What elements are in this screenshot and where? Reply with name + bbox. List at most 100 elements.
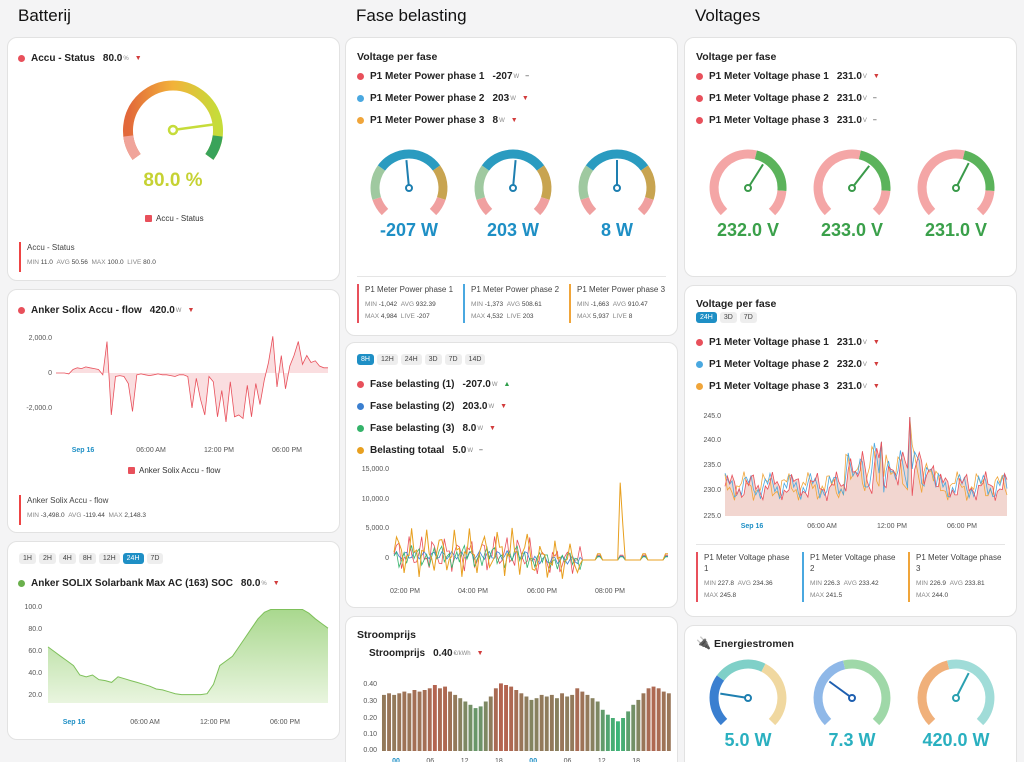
tab-24h[interactable]: 24H bbox=[696, 312, 717, 323]
status-dot bbox=[357, 117, 364, 124]
price-bar bbox=[468, 704, 473, 751]
entity-row[interactable]: Belasting totaal 5.0 W – bbox=[357, 445, 483, 456]
entity-row[interactable]: Fase belasting (1) -207.0 W ▲ bbox=[357, 379, 510, 390]
entity-unit: % bbox=[123, 55, 129, 62]
y-tick: 40.0 bbox=[28, 670, 42, 677]
entity-label: Accu - Status bbox=[31, 53, 95, 64]
trend-icon: ▼ bbox=[872, 383, 880, 390]
entity-row[interactable]: P1 Meter Voltage phase 1 231.0 V ▼ bbox=[696, 337, 880, 348]
legend-swatch bbox=[128, 467, 135, 474]
price-bar bbox=[504, 685, 508, 751]
entity-label: Anker Solix Accu - flow bbox=[31, 305, 142, 316]
x-tick: 18 bbox=[495, 758, 503, 762]
accu-status-card: Accu - Status 80.0% ▼ 80.0 % Accu - Stat… bbox=[7, 37, 340, 281]
tab-24h[interactable]: 24H bbox=[400, 354, 422, 365]
price-bar bbox=[636, 699, 641, 751]
accu-legend[interactable]: Accu - Status bbox=[145, 214, 204, 223]
entity-row[interactable]: P1 Meter Voltage phase 2 231.0 V – bbox=[696, 93, 877, 104]
voltage-history-card: Voltage per fase 24H 3D 7D P1 Meter Volt… bbox=[684, 285, 1017, 617]
price-bar bbox=[616, 721, 620, 751]
tab-12h[interactable]: 12H bbox=[376, 354, 398, 365]
price-bar bbox=[478, 706, 483, 751]
price-bar bbox=[560, 693, 564, 751]
tab-3d[interactable]: 3D bbox=[719, 312, 737, 323]
stat-max: 4,532 bbox=[486, 313, 504, 320]
trend-icon: ▼ bbox=[489, 425, 496, 432]
tab-7d[interactable]: 7D bbox=[739, 312, 757, 323]
entity-value: 203.0 bbox=[462, 401, 488, 412]
entity-label: P1 Meter Voltage phase 1 bbox=[709, 71, 829, 82]
entity-row[interactable]: Fase belasting (2) 203.0 W ▼ bbox=[357, 401, 507, 412]
y-tick: 0 bbox=[385, 555, 389, 562]
entity-label: Fase belasting (1) bbox=[370, 379, 455, 390]
entity-value: 231.0 bbox=[836, 93, 862, 104]
price-bar bbox=[453, 694, 458, 751]
stat-nums: MIN 226.9 AVG 233.81 MAX 244.0 bbox=[916, 580, 985, 599]
entity-row[interactable]: P1 Meter Voltage phase 3 231.0 V ▼ bbox=[696, 381, 880, 392]
x-tick: 06 bbox=[564, 758, 572, 762]
solarbank-entity[interactable]: Anker SOLIX Solarbank Max AC (163) SOC 8… bbox=[18, 578, 280, 589]
price-bar bbox=[565, 696, 570, 751]
gauge bbox=[813, 149, 891, 216]
card-title: Voltage per fase bbox=[357, 51, 438, 63]
voltage-tabs: 24H 3D 7D bbox=[696, 312, 757, 323]
tab-8h[interactable]: 8H bbox=[357, 354, 374, 365]
stat-min: 227.8 bbox=[717, 580, 735, 587]
entity-row[interactable]: P1 Meter Voltage phase 2 232.0 V ▼ bbox=[696, 359, 880, 370]
tab-4h[interactable]: 4H bbox=[58, 553, 76, 564]
price-bar bbox=[427, 688, 432, 751]
gauge-value: 8 W bbox=[600, 220, 633, 240]
stat-max: 4,984 bbox=[380, 313, 398, 320]
stat-avg: -119.44 bbox=[83, 512, 105, 519]
entity-row[interactable]: P1 Meter Power phase 2 203 W ▼ bbox=[357, 93, 529, 104]
anker-flow-legend[interactable]: Anker Solix Accu - flow bbox=[128, 466, 220, 475]
entity-row[interactable]: P1 Meter Power phase 1 -207 W – bbox=[357, 71, 529, 82]
tab-7d[interactable]: 7D bbox=[444, 354, 462, 365]
gauge bbox=[813, 659, 891, 726]
anker-flow-entity[interactable]: Anker Solix Accu - flow 420.0 W ▼ bbox=[18, 305, 194, 316]
y-tick: -2,000.0 bbox=[26, 405, 52, 412]
stroomprijs-entity[interactable]: Stroomprijs 0.40 €/kWh ▼ bbox=[369, 648, 484, 659]
y-tick: 0 bbox=[48, 370, 52, 377]
price-bar bbox=[392, 694, 397, 751]
stat-max: 245.8 bbox=[719, 592, 737, 599]
tab-1h[interactable]: 1H bbox=[19, 553, 36, 564]
trend-icon: ▼ bbox=[521, 95, 529, 102]
entity-unit: V bbox=[862, 339, 867, 346]
gauge bbox=[917, 659, 995, 726]
price-bar bbox=[488, 696, 493, 751]
stat-name: P1 Meter Power phase 1 bbox=[365, 285, 454, 294]
price-bar bbox=[570, 694, 575, 751]
trend-icon: – bbox=[872, 95, 877, 102]
entity-value: 8 bbox=[492, 115, 499, 126]
entity-row[interactable]: P1 Meter Voltage phase 1 231.0 V ▼ bbox=[696, 71, 880, 82]
trend-icon: ▼ bbox=[187, 307, 195, 314]
entity-label: P1 Meter Voltage phase 3 bbox=[709, 381, 829, 392]
tab-8h[interactable]: 8H bbox=[78, 553, 96, 564]
stat-name: P1 Meter Power phase 3 bbox=[577, 285, 666, 294]
x-tick: Sep 16 bbox=[741, 523, 764, 530]
entity-unit: W bbox=[488, 403, 495, 410]
tab-14d[interactable]: 14D bbox=[464, 354, 486, 365]
tab-12h[interactable]: 12H bbox=[98, 553, 120, 564]
entity-row[interactable]: Fase belasting (3) 8.0 W ▼ bbox=[357, 423, 496, 434]
x-tick: 02:00 PM bbox=[390, 588, 420, 595]
gauge-value: 232.0 V bbox=[716, 220, 780, 240]
tab-3d[interactable]: 3D bbox=[424, 354, 442, 365]
tab-2h[interactable]: 2H bbox=[38, 553, 56, 564]
gauge bbox=[578, 149, 656, 216]
entity-value: 5.0 bbox=[452, 445, 467, 456]
price-bar bbox=[575, 688, 580, 751]
accu-status-entity[interactable]: Accu - Status 80.0% ▼ bbox=[18, 53, 142, 64]
y-tick: 15,000.0 bbox=[362, 466, 389, 473]
entity-row[interactable]: P1 Meter Voltage phase 3 231.0 V – bbox=[696, 115, 877, 126]
tab-24h[interactable]: 24H bbox=[122, 553, 144, 564]
x-tick: 06:00 PM bbox=[272, 447, 302, 454]
entity-value: 80.0 bbox=[102, 53, 123, 64]
entity-value: 232.0 bbox=[836, 359, 862, 370]
entity-unit: V bbox=[862, 73, 867, 80]
gauge-value: 420.0 W bbox=[922, 730, 990, 750]
tab-7d[interactable]: 7D bbox=[146, 553, 164, 564]
price-bar bbox=[590, 698, 595, 751]
